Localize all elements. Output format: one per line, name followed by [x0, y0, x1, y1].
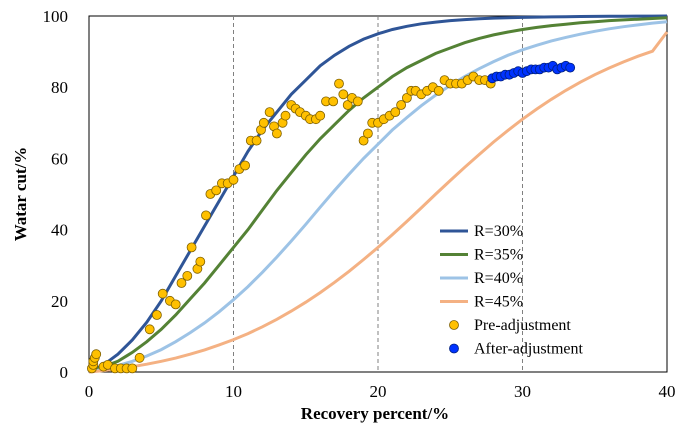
pre-adjustment-point	[280, 110, 291, 121]
pre-adjustment-point	[315, 110, 326, 121]
x-tick-label: 10	[225, 382, 242, 401]
pre-adjustment-point	[433, 85, 444, 96]
x-tick-label: 20	[370, 382, 387, 401]
y-tick-label: 40	[51, 221, 68, 240]
point-layer	[87, 60, 576, 374]
after-adjustment-point	[565, 62, 576, 73]
pre-adjustment-point	[271, 128, 282, 139]
series-line-R=30%	[88, 14, 668, 374]
legend-item: After-adjustment	[449, 341, 584, 358]
legend-label: R=35%	[474, 247, 523, 264]
pre-adjustment-point	[127, 363, 138, 374]
y-tick-label: 100	[43, 7, 69, 26]
legend: R=30% R=35% R=40% R=45% Pre-adjustment After-…	[440, 223, 584, 358]
pre-adjustment-point	[182, 270, 193, 281]
pre-adjustment-point	[342, 100, 353, 110]
y-tick-label: 0	[60, 363, 69, 382]
x-tick-label: 40	[659, 382, 676, 401]
legend-item: Pre-adjustment	[449, 317, 571, 334]
legend-label: Pre-adjustment	[474, 317, 571, 334]
pre-adjustment-point	[144, 324, 155, 335]
legend-item: R=30%	[440, 223, 523, 240]
pre-adjustment-point	[328, 96, 339, 107]
pre-adjustment-point	[338, 89, 349, 100]
series-line-R=45%	[88, 31, 669, 374]
legend-swatch-marker	[449, 343, 459, 354]
pre-adjustment-point	[334, 78, 344, 89]
pre-adjustment-point	[211, 185, 222, 196]
pre-adjustment-point	[352, 96, 363, 107]
y-tick-label: 80	[51, 78, 68, 97]
tick-layer: 0 10 20 30 40 0 20 40 60 80 100	[43, 7, 676, 401]
pre-adjustment-point	[170, 299, 181, 310]
pre-adjustment-point	[134, 352, 145, 363]
legend-item: R=40%	[440, 270, 523, 287]
pre-adjustment-point	[195, 256, 206, 267]
y-tick-label: 60	[51, 149, 68, 168]
pre-adjustment-point	[362, 128, 373, 139]
pre-adjustment-point	[264, 107, 275, 117]
series-line-R=35%	[88, 16, 668, 374]
legend-item: R=45%	[440, 294, 523, 311]
legend-item: R=35%	[440, 247, 523, 264]
y-tick-label: 20	[51, 292, 68, 311]
legend-label: After-adjustment	[474, 341, 584, 358]
legend-label: R=40%	[474, 270, 523, 287]
pre-adjustment-point	[251, 135, 262, 146]
series-line-R=40%	[88, 20, 668, 374]
y-axis-title: Watar cut/%	[11, 147, 30, 242]
pre-adjustment-point	[201, 210, 211, 221]
pre-adjustment-point	[390, 107, 401, 117]
pre-adjustment-point	[186, 242, 197, 253]
curve-layer	[88, 14, 669, 374]
pre-adjustment-point	[258, 117, 269, 128]
legend-swatch-marker	[449, 320, 459, 330]
legend-label: R=45%	[474, 294, 523, 311]
pre-adjustment-point	[401, 93, 412, 103]
pre-adjustment-point	[91, 349, 102, 360]
pre-adjustment-point	[176, 278, 187, 288]
pre-adjustment-point	[228, 174, 239, 185]
pre-adjustment-point	[396, 100, 407, 110]
pre-adjustment-point	[358, 135, 369, 146]
pre-adjustment-point	[240, 160, 251, 171]
x-axis-title: Recovery percent/%	[301, 404, 449, 423]
x-tick-label: 30	[514, 382, 531, 401]
pre-adjustment-point	[151, 310, 162, 320]
x-tick-label: 0	[85, 382, 94, 401]
pre-adjustment-point	[157, 288, 168, 299]
legend-label: R=30%	[474, 223, 523, 240]
